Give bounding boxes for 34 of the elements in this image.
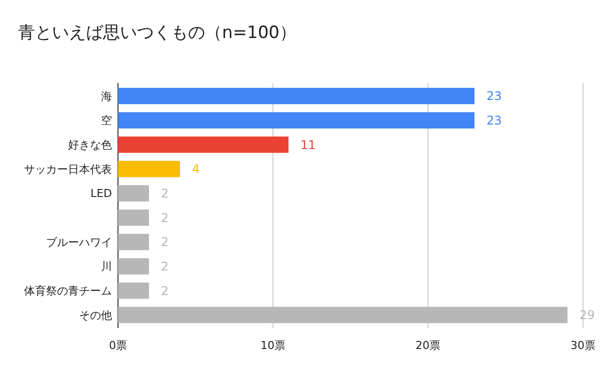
data-label: 2 — [161, 284, 169, 298]
y-tick-label: ブルーハワイ — [46, 236, 112, 249]
data-label: 2 — [161, 210, 169, 225]
data-label: 23 — [486, 114, 502, 128]
data-label: 2 — [161, 260, 169, 274]
x-tick-label: 20票 — [416, 339, 440, 352]
bar — [118, 282, 149, 299]
data-label: 29 — [580, 308, 595, 322]
y-tick-label: 体育祭の青チーム — [24, 284, 112, 298]
bar — [118, 258, 149, 274]
bar — [118, 234, 149, 250]
data-label: 11 — [300, 138, 316, 152]
bar — [118, 160, 180, 178]
data-label: 23 — [486, 89, 502, 104]
y-tick-label: その他 — [79, 308, 112, 322]
data-label: 2 — [161, 186, 169, 201]
bar — [118, 185, 149, 202]
data-label: 2 — [161, 235, 169, 250]
x-tick-label: 10票 — [260, 339, 286, 352]
x-tick-label: 0票 — [109, 339, 127, 352]
x-tick-label: 30票 — [570, 339, 596, 352]
bar — [118, 112, 474, 128]
y-tick-label: 川 — [101, 260, 112, 274]
y-tick-label: 好きな色 — [68, 138, 112, 152]
bar — [118, 306, 568, 324]
bar — [118, 210, 149, 226]
bar — [118, 136, 288, 153]
y-tick-label: 海 — [101, 90, 112, 103]
y-tick-label: サッカー日本代表 — [24, 162, 112, 176]
data-label: 4 — [192, 162, 200, 176]
bar — [118, 88, 474, 104]
chart-title: 青といえば思いつくもの（n=100） — [18, 23, 296, 43]
y-tick-label: 空 — [101, 114, 112, 128]
y-tick-label: LED — [90, 187, 112, 200]
